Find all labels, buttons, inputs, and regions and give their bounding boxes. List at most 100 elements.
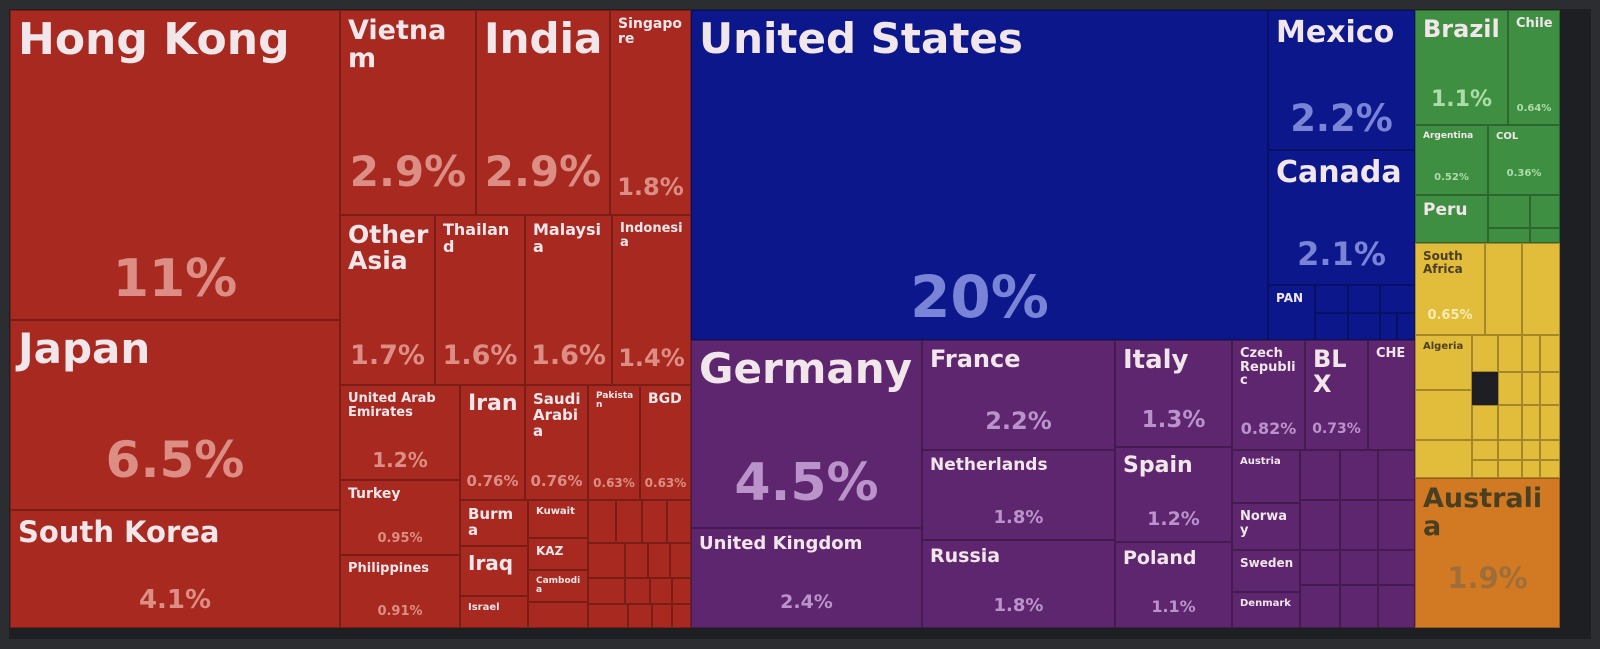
tile-minor[interactable] bbox=[1522, 460, 1540, 478]
tile-indonesia[interactable]: Indonesia 1.4% bbox=[612, 215, 691, 385]
tile-czech-republic[interactable]: Czech Republic 0.82% bbox=[1232, 340, 1305, 450]
tile-minor[interactable] bbox=[1378, 500, 1415, 550]
tile-minor[interactable] bbox=[1522, 335, 1540, 372]
tile-minor[interactable] bbox=[1397, 313, 1415, 340]
tile-minor[interactable] bbox=[1530, 228, 1560, 243]
tile-minor[interactable] bbox=[1472, 440, 1498, 460]
tile-minor[interactable] bbox=[667, 500, 691, 543]
tile-minor[interactable] bbox=[528, 602, 588, 628]
tile-minor[interactable] bbox=[1300, 550, 1340, 585]
tile-germany[interactable]: Germany 4.5% bbox=[691, 340, 922, 528]
tile-minor[interactable] bbox=[1378, 450, 1415, 500]
tile-norway[interactable]: Norway bbox=[1232, 503, 1300, 550]
tile-peru[interactable]: Peru bbox=[1415, 195, 1488, 243]
tile-thailand[interactable]: Thailand 1.6% bbox=[435, 215, 525, 385]
tile-bgd[interactable]: BGD 0.63% bbox=[640, 385, 691, 500]
tile-argentina[interactable]: Argentina 0.52% bbox=[1415, 125, 1488, 195]
tile-minor[interactable] bbox=[1340, 550, 1378, 585]
tile-minor[interactable] bbox=[1300, 585, 1340, 628]
tile-south-africa[interactable]: South Africa 0.65% bbox=[1415, 243, 1485, 335]
tile-minor[interactable] bbox=[588, 500, 616, 543]
tile-france[interactable]: France 2.2% bbox=[922, 340, 1115, 450]
tile-united-kingdom[interactable]: United Kingdom 2.4% bbox=[691, 528, 922, 628]
tile-minor[interactable] bbox=[588, 604, 628, 628]
tile-minor[interactable] bbox=[1415, 440, 1472, 478]
tile-blx[interactable]: BLX 0.73% bbox=[1305, 340, 1368, 450]
tile-minor[interactable] bbox=[1378, 550, 1415, 585]
tile-minor[interactable] bbox=[1540, 440, 1560, 460]
tile-minor[interactable] bbox=[1540, 372, 1560, 405]
tile-pakistan[interactable]: Pakistan 0.63% bbox=[588, 385, 640, 500]
tile-netherlands[interactable]: Netherlands 1.8% bbox=[922, 450, 1115, 540]
tile-minor[interactable] bbox=[648, 543, 670, 578]
tile-minor[interactable] bbox=[588, 543, 625, 578]
tile-hong-kong[interactable]: Hong Kong 11% bbox=[10, 10, 340, 320]
tile-minor[interactable] bbox=[1530, 195, 1560, 228]
tile-minor[interactable] bbox=[1472, 405, 1498, 440]
tile-minor[interactable] bbox=[1522, 440, 1540, 460]
tile-israel[interactable]: Israel bbox=[460, 596, 528, 628]
tile-minor[interactable] bbox=[1348, 313, 1380, 340]
tile-minor[interactable] bbox=[1540, 335, 1560, 372]
tile-minor[interactable] bbox=[628, 604, 652, 628]
tile-iraq[interactable]: Iraq bbox=[460, 546, 528, 596]
tile-minor[interactable] bbox=[1348, 285, 1380, 313]
tile-minor[interactable] bbox=[1522, 405, 1540, 440]
tile-minor[interactable] bbox=[1340, 585, 1378, 628]
tile-chile[interactable]: Chile 0.64% bbox=[1508, 10, 1560, 125]
tile-minor[interactable] bbox=[1472, 335, 1498, 372]
tile-singapore[interactable]: Singapore 1.8% bbox=[610, 10, 691, 215]
tile-denmark[interactable]: Denmark bbox=[1232, 592, 1300, 628]
tile-austria[interactable]: Austria bbox=[1232, 450, 1300, 503]
tile-minor[interactable] bbox=[672, 578, 691, 604]
tile-minor[interactable] bbox=[642, 500, 667, 543]
tile-brazil[interactable]: Brazil 1.1% bbox=[1415, 10, 1508, 125]
tile-minor[interactable] bbox=[1315, 285, 1348, 313]
tile-che[interactable]: CHE bbox=[1368, 340, 1415, 450]
tile-minor[interactable] bbox=[1485, 243, 1522, 335]
tile-iran[interactable]: Iran 0.76% bbox=[460, 385, 525, 500]
tile-philippines[interactable]: Philippines 0.91% bbox=[340, 555, 460, 628]
tile-minor[interactable] bbox=[1380, 285, 1415, 313]
tile-minor[interactable] bbox=[1498, 335, 1522, 372]
tile-malaysia[interactable]: Malaysia 1.6% bbox=[525, 215, 612, 385]
tile-cambodia[interactable]: Cambodia bbox=[528, 570, 588, 602]
tile-minor[interactable] bbox=[1488, 228, 1530, 243]
tile-col[interactable]: COL 0.36% bbox=[1488, 125, 1560, 195]
tile-united-states[interactable]: United States 20% bbox=[691, 10, 1268, 340]
tile-russia[interactable]: Russia 1.8% bbox=[922, 540, 1115, 628]
tile-pan[interactable]: PAN bbox=[1268, 285, 1315, 340]
tile-burma[interactable]: Burma bbox=[460, 500, 528, 546]
tile-minor[interactable] bbox=[625, 543, 648, 578]
tile-other-asia[interactable]: Other Asia 1.7% bbox=[340, 215, 435, 385]
tile-mexico[interactable]: Mexico 2.2% bbox=[1268, 10, 1415, 150]
tile-minor[interactable] bbox=[1540, 460, 1560, 478]
tile-poland[interactable]: Poland 1.1% bbox=[1115, 542, 1232, 628]
tile-minor[interactable] bbox=[1498, 460, 1522, 478]
tile-minor[interactable] bbox=[1540, 405, 1560, 440]
tile-minor[interactable] bbox=[1340, 450, 1378, 500]
tile-minor[interactable] bbox=[1488, 195, 1530, 228]
tile-kuwait[interactable]: Kuwait bbox=[528, 500, 588, 538]
tile-minor[interactable] bbox=[1378, 585, 1415, 628]
tile-spain[interactable]: Spain 1.2% bbox=[1115, 447, 1232, 542]
tile-united-arab-emirates[interactable]: United Arab Emirates 1.2% bbox=[340, 385, 460, 480]
tile-minor[interactable] bbox=[1472, 460, 1498, 478]
tile-minor[interactable] bbox=[625, 578, 650, 604]
tile-minor[interactable] bbox=[588, 578, 625, 604]
tile-minor[interactable] bbox=[652, 604, 672, 628]
tile-saudi-arabia[interactable]: Saudi Arabia 0.76% bbox=[525, 385, 588, 500]
tile-minor[interactable] bbox=[616, 500, 642, 543]
tile-minor[interactable] bbox=[1522, 243, 1560, 335]
tile-minor[interactable] bbox=[1300, 450, 1340, 500]
tile-algeria[interactable]: Algeria bbox=[1415, 335, 1472, 390]
tile-minor[interactable] bbox=[1315, 313, 1348, 340]
tile-minor[interactable] bbox=[1415, 390, 1472, 440]
tile-minor[interactable] bbox=[1300, 500, 1340, 550]
tile-minor[interactable] bbox=[1498, 405, 1522, 440]
tile-minor[interactable] bbox=[1498, 440, 1522, 460]
tile-south-korea[interactable]: South Korea 4.1% bbox=[10, 510, 340, 628]
tile-kaz[interactable]: KAZ bbox=[528, 538, 588, 570]
tile-vietnam[interactable]: Vietnam 2.9% bbox=[340, 10, 476, 215]
tile-canada[interactable]: Canada 2.1% bbox=[1268, 150, 1415, 285]
